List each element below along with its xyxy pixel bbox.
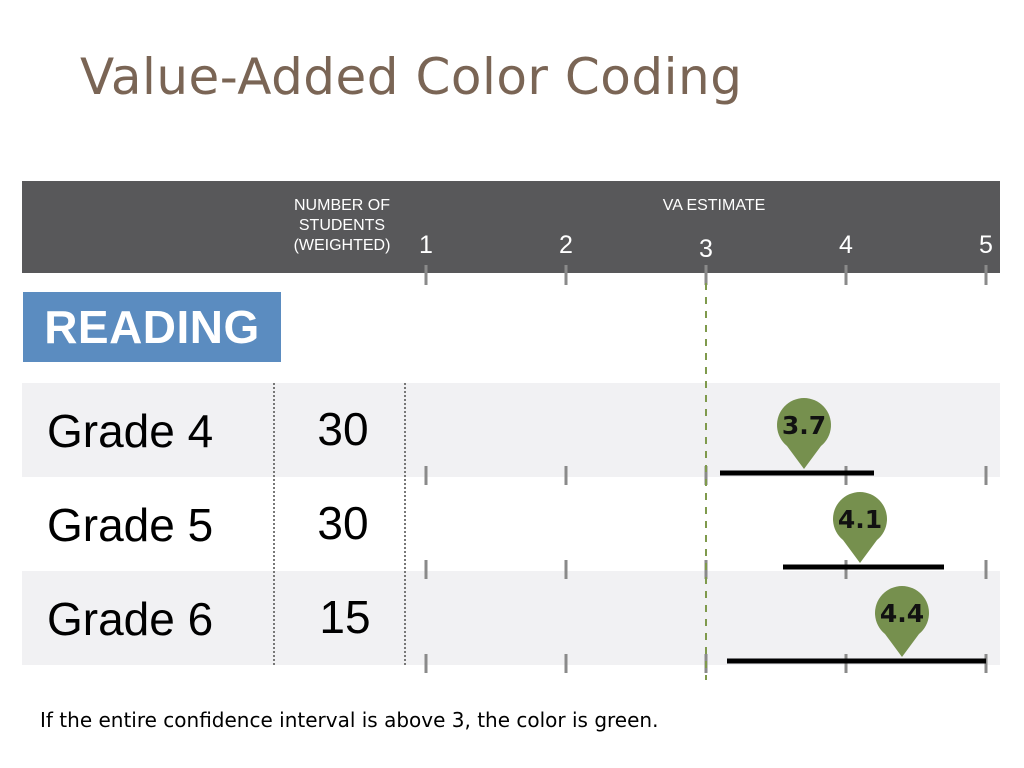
estimate-label-6: 4.4 <box>880 599 924 628</box>
row-label-grade-6: Grade 6 <box>47 593 214 645</box>
estimate-marker-4 <box>776 398 832 469</box>
students-header-line2: STUDENTS <box>298 217 386 234</box>
footnote: If the entire confidence interval is abo… <box>40 708 659 732</box>
column-separator-right <box>404 383 406 665</box>
estimate-marker-6 <box>875 586 929 657</box>
student-count-grade-4: 30 <box>317 403 369 455</box>
estimate-marker-5 <box>833 492 887 563</box>
row-label-grade-4: Grade 4 <box>47 405 214 457</box>
estimate-label-5: 4.1 <box>838 505 882 534</box>
reading-section-badge: READING <box>23 292 281 362</box>
students-header-line3: (WEIGHTED) <box>293 237 391 254</box>
va-estimate-header: VA ESTIMATE <box>662 197 766 214</box>
x-tick-label-3: 3 <box>699 235 713 263</box>
slide-title: Value-Added Color Coding <box>80 48 743 106</box>
students-header-line1: NUMBER OF <box>294 197 390 214</box>
x-tick-label-4: 4 <box>839 231 853 259</box>
row-background-grade-4 <box>22 383 1000 477</box>
student-count-grade-6: 15 <box>319 591 371 643</box>
table-header-bar <box>22 181 1000 273</box>
column-separator-left <box>273 383 275 665</box>
x-tick-label-2: 2 <box>559 231 573 259</box>
x-tick-label-5: 5 <box>979 231 993 259</box>
student-count-grade-5: 30 <box>317 497 369 549</box>
estimate-label-4: 3.7 <box>782 411 826 440</box>
row-label-grade-5: Grade 5 <box>47 499 214 551</box>
row-background-grade-6 <box>22 571 1000 665</box>
x-tick-label-1: 1 <box>419 231 433 259</box>
